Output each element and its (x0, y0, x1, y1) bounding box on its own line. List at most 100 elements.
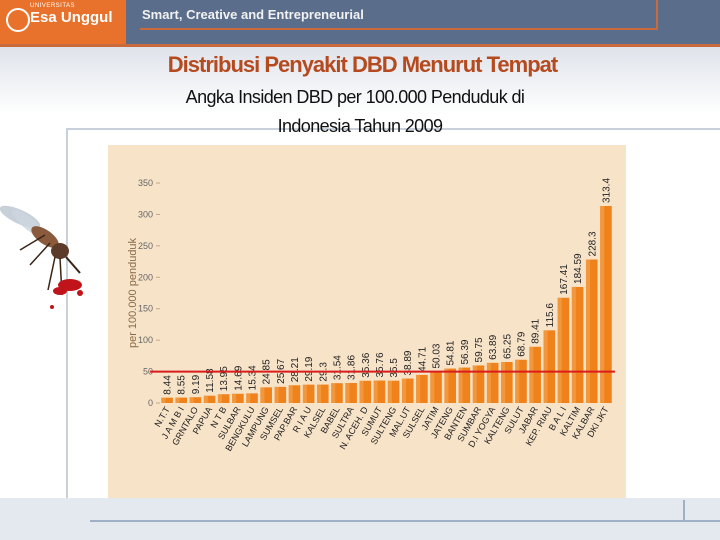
bar (175, 397, 188, 403)
mosquito-icon (0, 205, 83, 309)
data-label: 13.95 (219, 366, 230, 391)
bar-highlight (345, 382, 350, 403)
bar-highlight (472, 365, 477, 403)
data-label: 228.3 (587, 231, 598, 256)
data-label: 29.19 (304, 356, 315, 381)
bar (189, 397, 202, 403)
bar (486, 362, 499, 403)
bar (232, 393, 244, 403)
bar-highlight (302, 384, 307, 403)
bar (274, 386, 287, 403)
bar-highlight (430, 371, 435, 403)
data-label: 50.03 (432, 343, 443, 368)
bar (316, 384, 329, 403)
bar-highlight (444, 368, 449, 403)
data-label: 54.81 (446, 340, 457, 365)
y-axis-label: per 100.000 penduduk (127, 237, 139, 348)
frame-line-top (66, 128, 720, 130)
data-label: 56.39 (460, 339, 471, 364)
bar (203, 395, 216, 403)
bar-highlight (359, 380, 364, 403)
bar (161, 397, 173, 403)
bar-highlight (387, 380, 392, 403)
data-label: 8.44 (163, 375, 174, 395)
frame-line-left (66, 128, 68, 508)
bar (444, 368, 457, 403)
bar-highlight (274, 386, 279, 403)
y-tick-label: 100 (138, 335, 153, 345)
slide-subtitle-line1: Angka Insiden DBD per 100.000 Penduduk d… (185, 87, 525, 107)
footer-line (90, 520, 720, 522)
data-label: 184.59 (573, 253, 584, 284)
data-label: 31.54 (332, 355, 343, 380)
bar-highlight (331, 383, 336, 403)
bar-chart: 0 50 100 150 200 250 300 350 per 100.000 pendudu… (127, 178, 615, 453)
bar-highlight (246, 393, 251, 403)
bar (501, 361, 513, 403)
bar (331, 383, 343, 403)
data-label: 11.58 (205, 368, 216, 393)
data-label: 15.34 (248, 365, 259, 390)
logo-emblem-icon (6, 8, 30, 32)
bar-highlight (585, 259, 591, 403)
y-tick-label: 350 (138, 178, 153, 188)
bar (430, 371, 442, 403)
bar-highlight (288, 385, 293, 403)
data-label: 35.5 (389, 358, 400, 378)
data-label: 28.21 (290, 357, 301, 382)
tagline-underline (140, 28, 658, 30)
bar (302, 384, 315, 403)
bar (543, 330, 556, 403)
bar (557, 297, 570, 403)
header-bar: UNIVERSITAS Esa Unggul Smart, Creative a… (0, 0, 720, 47)
bar (571, 286, 584, 403)
footer-bar (0, 498, 720, 540)
y-tick-label: 200 (138, 272, 153, 282)
y-tick-label: 300 (138, 209, 153, 219)
bar (472, 365, 485, 403)
bar (600, 206, 612, 403)
bar-highlight (571, 286, 576, 403)
y-tick-label: 150 (138, 304, 153, 314)
data-label: 59.75 (474, 337, 485, 362)
data-label: 63.89 (488, 334, 499, 359)
data-label: 89.41 (531, 318, 542, 343)
chart-area: 0 50 100 150 200 250 300 350 per 100.000 pendudu… (108, 145, 626, 498)
bar-highlight (161, 397, 166, 403)
bar-highlight (529, 346, 534, 403)
slide-title: Distribusi Penyakit DBD Menurut Tempat (167, 52, 558, 77)
bar-highlight (557, 297, 562, 403)
data-label: 35.36 (361, 352, 372, 377)
data-label: 14.69 (233, 365, 244, 390)
bar (373, 380, 386, 403)
bar-highlight (316, 384, 322, 403)
bar (515, 359, 527, 403)
bar-highlight (501, 361, 506, 403)
bar-highlight (217, 394, 222, 403)
bar-highlight (458, 367, 463, 403)
data-label: 115.6 (545, 303, 556, 328)
bar (359, 380, 372, 403)
bar (217, 394, 230, 403)
data-label: 167.41 (559, 264, 570, 295)
mosquito-illustration (0, 205, 83, 309)
bar (288, 385, 301, 403)
bar-highlight (416, 374, 421, 403)
data-label: 313.4 (601, 178, 612, 203)
data-label: 38.89 (403, 350, 414, 375)
bar-highlight (543, 330, 548, 403)
data-label: 9.19 (191, 374, 202, 394)
bar (260, 387, 272, 403)
data-label: 65.25 (502, 334, 513, 359)
bar (458, 367, 471, 403)
y-tick-label: 250 (138, 241, 153, 251)
data-label: 68.79 (516, 331, 527, 356)
bar (416, 374, 428, 403)
bar (246, 393, 258, 403)
bar (387, 380, 400, 403)
bar-highlight (232, 393, 237, 403)
y-tick-label: 50 (143, 367, 153, 377)
bar-highlight (260, 387, 265, 403)
data-label: 44.71 (417, 346, 428, 371)
university-logo[interactable]: UNIVERSITAS Esa Unggul (0, 0, 126, 44)
